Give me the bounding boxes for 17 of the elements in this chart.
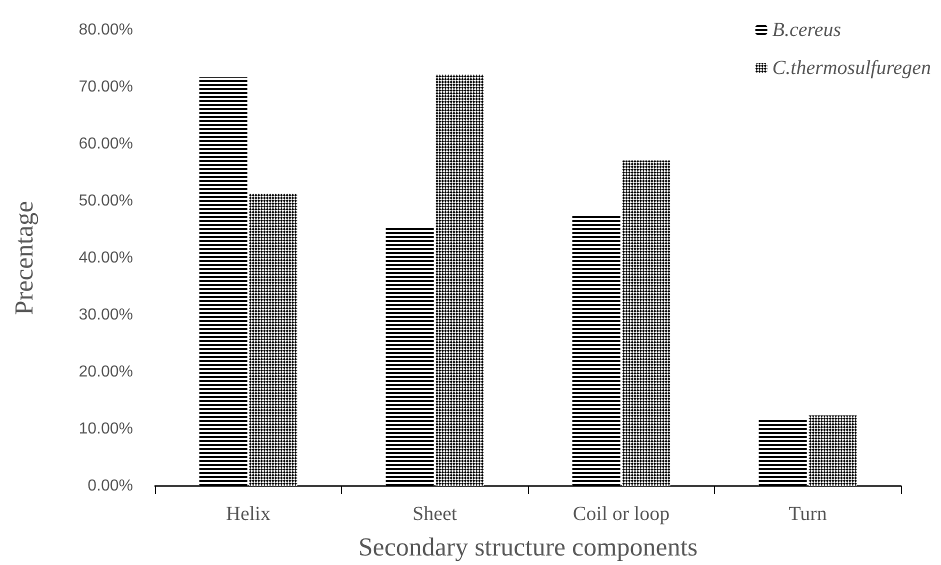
y-tick-label: 0.00% — [88, 478, 133, 494]
y-tick-label: 50.00% — [78, 192, 133, 210]
y-axis-title: Precentage — [10, 200, 38, 316]
legend-label: C.thermosulfuregen — [772, 57, 932, 79]
y-tick-label: 80.00% — [78, 22, 133, 38]
y-tick-label: 60.00% — [78, 136, 133, 152]
x-tick-label: Helix — [226, 503, 270, 525]
y-tick-label: 20.00% — [78, 364, 133, 380]
y-tick-label: 30.00% — [78, 306, 133, 324]
x-axis-title: Secondary structure components — [358, 532, 698, 562]
x-tick-label: Sheet — [412, 503, 458, 525]
legend-label: B.cereus — [772, 19, 842, 41]
y-tick-label: 10.00% — [78, 420, 133, 438]
y-tick-label: 40.00% — [78, 250, 133, 266]
y-tick-label: 70.00% — [78, 78, 133, 96]
x-tick-label: Coil or loop — [572, 503, 670, 525]
x-tick-label: Turn — [788, 503, 827, 525]
